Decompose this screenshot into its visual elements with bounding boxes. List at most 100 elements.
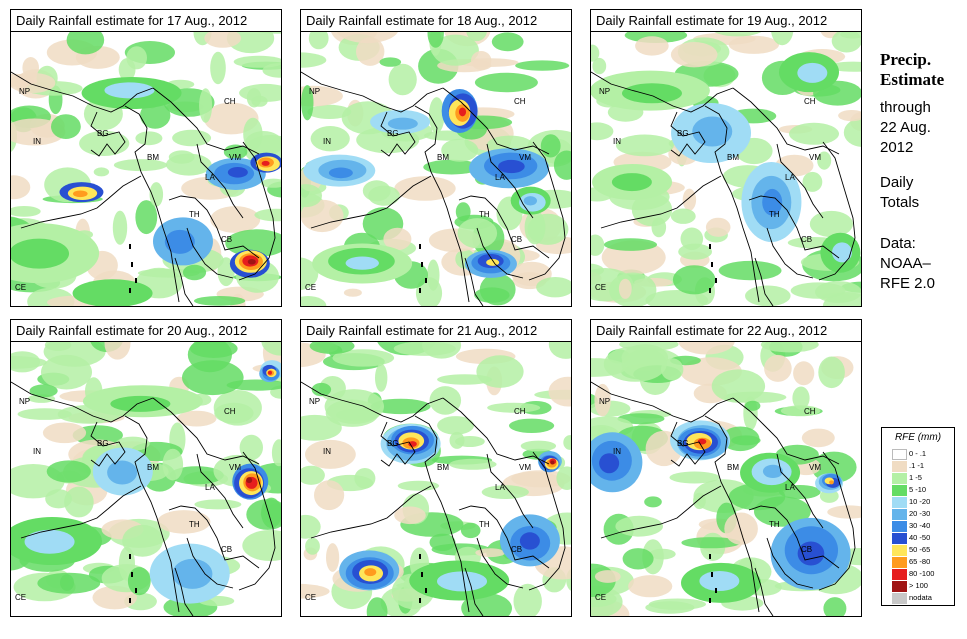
- country-label-np: NP: [19, 87, 30, 96]
- country-label-in: IN: [33, 137, 41, 146]
- rain-swath: [172, 129, 212, 147]
- rainfall-map: NP IN BG BM CH LA VM TH CB CE: [11, 32, 281, 306]
- country-label-ce: CE: [595, 593, 606, 602]
- rain-swath: [383, 227, 412, 251]
- rain-swath: [764, 354, 792, 382]
- country-label-np: NP: [599, 397, 610, 406]
- panel-title: Daily Rainfall estimate for 21 Aug., 201…: [301, 320, 571, 342]
- side-title: Precip. Estimate: [880, 50, 944, 90]
- country-border: [238, 451, 276, 591]
- rain-core: [227, 166, 248, 178]
- island: [129, 598, 131, 603]
- rain-swath: [615, 515, 663, 537]
- map-canvas: NP IN BG BM CH LA VM TH CB CE: [301, 342, 571, 616]
- island: [715, 278, 717, 283]
- country-border: [174, 257, 194, 306]
- country-label-vm: VM: [809, 463, 821, 472]
- rain-core: [345, 256, 379, 270]
- rain-swath: [11, 351, 41, 373]
- country-label-la: LA: [785, 173, 795, 182]
- country-label-bg: BG: [677, 129, 689, 138]
- rain-swath: [113, 159, 168, 172]
- rain-swath: [45, 489, 72, 509]
- rain-swath: [466, 32, 487, 42]
- rain-swath: [815, 281, 861, 303]
- rain-swath: [354, 468, 376, 489]
- rain-swath: [678, 342, 735, 355]
- map-panel-aug17: Daily Rainfall estimate for 17 Aug., 201…: [10, 9, 282, 307]
- island: [711, 262, 713, 267]
- country-label-cb: CB: [511, 545, 522, 554]
- country-border: [591, 71, 734, 113]
- rainfall-legend: RFE (mm) 0 - .1 .1 -1 1 -5 5 -10 10 -20 20 -3…: [881, 427, 955, 606]
- rain-swath: [199, 88, 213, 123]
- rain-swath: [51, 114, 81, 139]
- rain-swath: [157, 510, 211, 534]
- rain-swath: [594, 570, 621, 583]
- rain-swath: [261, 497, 281, 528]
- country-border: [670, 421, 706, 467]
- rain-swath: [314, 480, 345, 511]
- rain-core: [267, 370, 272, 375]
- country-border: [380, 111, 416, 157]
- country-label-bg: BG: [677, 439, 689, 448]
- legend-label: nodata: [909, 593, 932, 602]
- island: [131, 262, 133, 267]
- rain-swath: [388, 63, 417, 96]
- country-border: [476, 227, 524, 279]
- legend-item: .1 -1: [892, 460, 954, 472]
- island: [129, 244, 131, 249]
- rain-core: [172, 558, 213, 589]
- rain-swath: [310, 126, 350, 152]
- rain-swath: [843, 118, 861, 147]
- rain-swath: [682, 188, 697, 211]
- rain-swath: [140, 102, 171, 129]
- rain-swath: [115, 436, 150, 451]
- island: [709, 288, 711, 293]
- legend-item: 5 -10: [892, 484, 954, 496]
- rain-swath: [437, 374, 493, 385]
- rain-core: [797, 541, 825, 566]
- country-border: [754, 257, 774, 306]
- legend-swatch: [892, 449, 907, 460]
- country-border: [704, 415, 760, 613]
- country-border: [152, 397, 260, 465]
- rain-swath: [705, 217, 731, 237]
- island: [419, 244, 421, 249]
- rain-swath: [809, 210, 853, 238]
- country-label-bg: BG: [97, 439, 109, 448]
- rain-swath: [210, 206, 261, 233]
- data-source: Data: NOAA– RFE 2.0: [880, 234, 935, 294]
- rain-swath: [301, 514, 321, 539]
- legend-item: 1 -5: [892, 472, 954, 484]
- legend-swatch: [892, 461, 907, 472]
- rainfall-map: NP IN BG BM CH LA VM TH CB CE: [591, 32, 861, 306]
- rain-swath: [648, 598, 706, 610]
- country-label-la: LA: [785, 483, 795, 492]
- country-label-bm: BM: [147, 153, 159, 162]
- rain-swath: [210, 51, 226, 85]
- rain-core: [437, 571, 488, 592]
- rain-swath: [831, 32, 861, 53]
- country-border: [186, 537, 234, 589]
- rain-core: [550, 460, 555, 465]
- rain-core: [110, 395, 171, 412]
- rain-core: [107, 460, 138, 485]
- country-border: [196, 453, 244, 529]
- country-label-np: NP: [309, 397, 320, 406]
- rain-core: [523, 196, 538, 206]
- country-border: [301, 71, 444, 113]
- country-border: [168, 195, 260, 259]
- rain-swath: [375, 363, 388, 392]
- rain-swath: [491, 32, 524, 52]
- island: [135, 588, 137, 593]
- legend-item: > 100: [892, 580, 954, 592]
- rain-swath: [475, 548, 506, 558]
- rain-swath: [214, 402, 254, 424]
- country-border: [168, 505, 260, 569]
- legend-swatch: [892, 521, 907, 532]
- rain-swath: [239, 83, 281, 102]
- rain-swath: [644, 496, 662, 508]
- rain-swath: [169, 466, 224, 485]
- title-line-2: Estimate: [880, 70, 945, 89]
